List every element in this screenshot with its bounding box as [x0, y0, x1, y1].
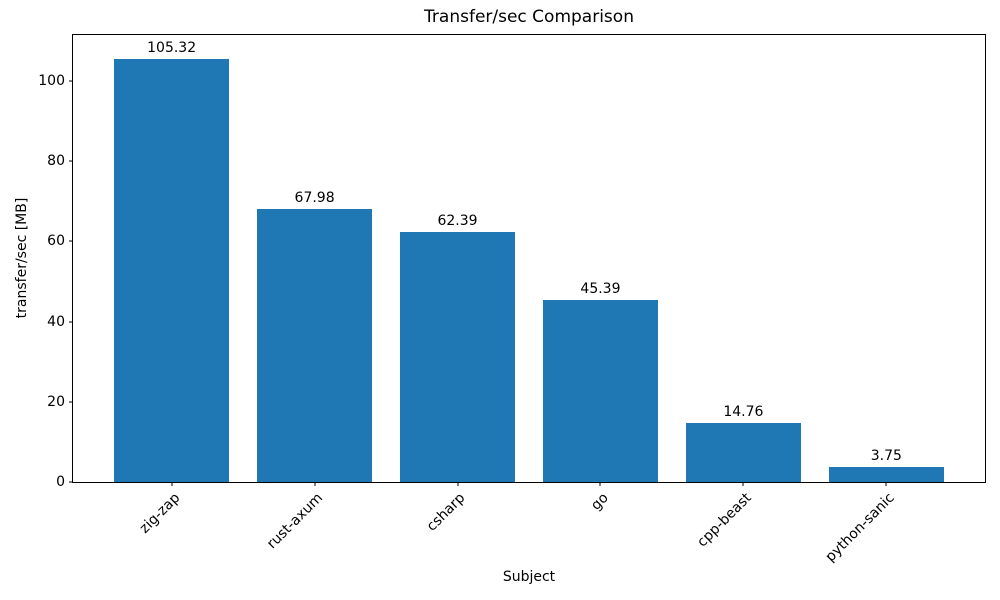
- plot-area: 0 20 40 60 80 100 105.32 zig-zap 67.98 rust-axum 6…: [38, 34, 986, 565]
- y-tick-mark: [69, 401, 73, 403]
- bar-value-label: 3.75: [870, 447, 902, 464]
- x-tick-label: python-sanic: [822, 490, 898, 566]
- bar-python-sanic: [829, 466, 944, 482]
- y-tick-mark: [69, 80, 73, 82]
- y-tick-label: 60: [47, 233, 65, 250]
- y-tick-label: 20: [47, 393, 65, 410]
- chart-title: Transfer/sec Comparison: [424, 7, 634, 27]
- x-tick-label: rust-axum: [263, 490, 326, 553]
- bar-value-label: 14.76: [723, 403, 764, 420]
- y-tick-label: 80: [47, 153, 65, 169]
- x-tick-mark: [171, 482, 173, 486]
- y-tick-mark: [69, 240, 73, 242]
- x-tick-label: cpp-beast: [694, 490, 755, 551]
- y-axis-label: transfer/sec [MB]: [14, 197, 30, 319]
- x-tick-mark: [742, 482, 744, 486]
- y-tick-label: 0: [56, 474, 65, 490]
- y-tick-mark: [69, 160, 73, 162]
- y-tick-mark: [69, 321, 73, 322]
- bar-rust-axum: [257, 209, 372, 482]
- x-axis-label: Subject: [502, 569, 556, 585]
- bar-value-label: 45.39: [580, 280, 621, 297]
- y-tick-mark: [69, 481, 73, 483]
- x-tick-label: go: [588, 490, 612, 514]
- bar-go: [543, 299, 658, 482]
- bar-value-label: 67.98: [294, 190, 335, 207]
- bar-zig-zap: [114, 59, 229, 482]
- x-tick-mark: [599, 482, 601, 486]
- bar-cpp-beast: [686, 422, 801, 482]
- bar-value-label: 62.39: [437, 212, 478, 229]
- x-tick-label: zig-zap: [136, 490, 183, 537]
- y-tick-label: 40: [47, 313, 65, 330]
- y-tick-label: 100: [38, 72, 65, 89]
- x-tick-label: csharp: [424, 490, 469, 535]
- bar-csharp: [400, 231, 515, 482]
- x-tick-mark: [885, 482, 887, 486]
- bar-value-label: 105.32: [147, 40, 197, 57]
- x-tick-mark: [314, 482, 316, 486]
- x-tick-mark: [457, 482, 459, 486]
